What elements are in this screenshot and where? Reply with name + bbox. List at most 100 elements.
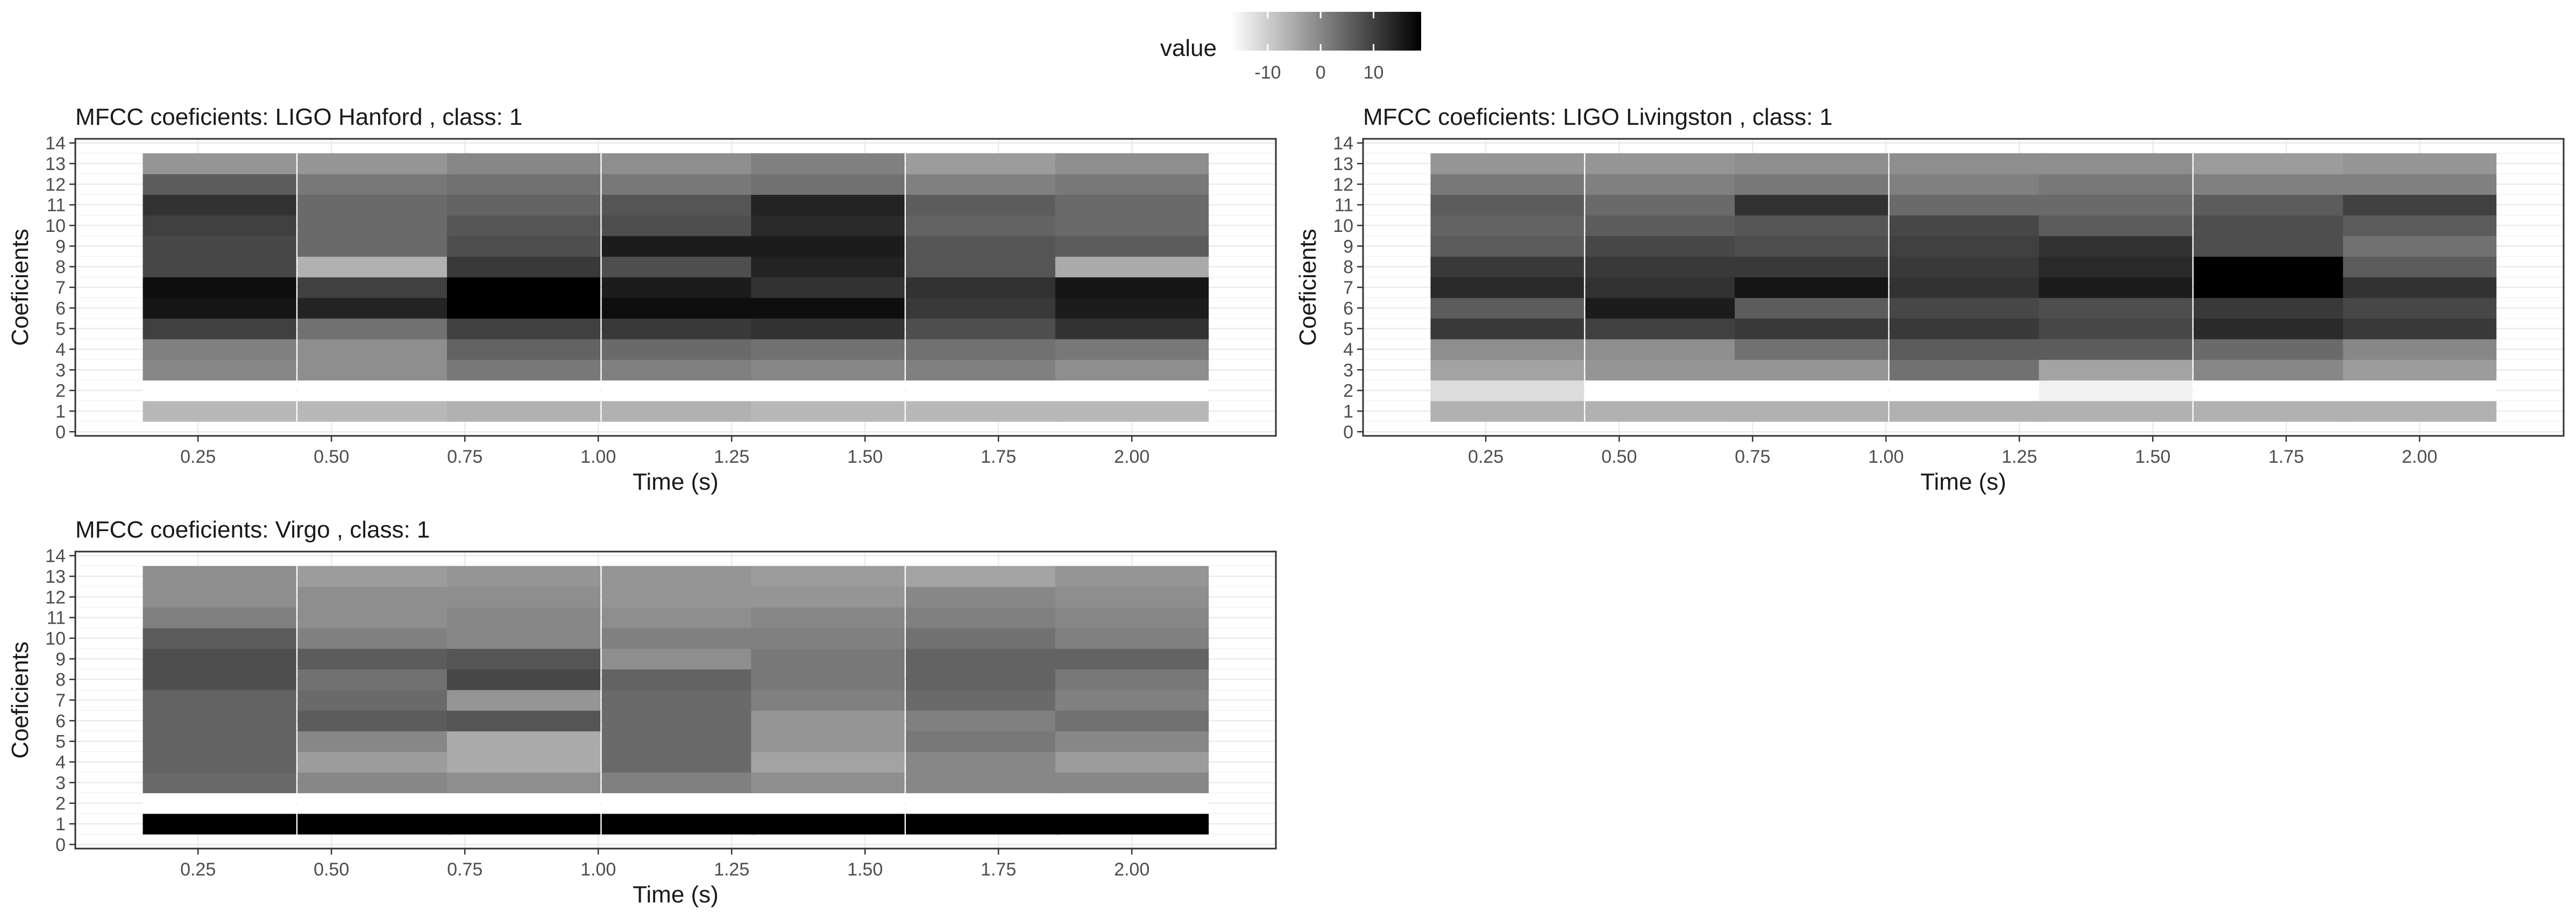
heatmap-cell [1889,400,2043,422]
heatmap-cell [446,174,601,195]
y-tick-label: 1 [55,401,66,422]
heatmap-cell [446,710,601,732]
heatmap-cell [601,256,755,278]
heatmap-cell [601,194,755,216]
heatmap-cell [1055,648,1209,670]
heatmap-cell [143,359,296,381]
x-tick-label: 0.75 [1735,447,1770,467]
heatmap-cell [1889,194,2043,216]
heatmap-cell [143,174,296,195]
y-tick-label: 0 [1343,422,1353,442]
heatmap-cell [601,380,755,401]
heatmap-cell [751,669,905,690]
legend-colorbar [1231,12,1421,51]
heatmap-cell [297,710,451,732]
heatmap-cell [1889,153,2043,174]
heatmap-cell [143,731,296,752]
y-tick-label: 2 [55,794,66,814]
heatmap-cell [906,338,1060,360]
heatmap-cell [143,338,296,360]
heatmap-cell [1889,380,2043,401]
heatmap-cell [751,400,905,422]
y-tick-label: 6 [55,711,66,731]
x-tick-label: 0.75 [447,447,482,467]
heatmap-cell [446,236,601,257]
heatmap-cell [143,298,296,319]
heatmap-cell [1055,607,1209,629]
y-tick-label: 4 [55,752,66,773]
heatmap-cell [1734,277,1889,298]
heatmap-cell [2194,318,2347,340]
heatmap-cell [2039,359,2192,381]
y-tick-label: 10 [45,629,66,649]
y-tick-label: 10 [45,216,66,236]
heatmap-cell [751,236,905,257]
heatmap-cell [906,380,1060,401]
y-tick-label: 12 [45,174,66,195]
heatmap-cell [2039,298,2192,319]
heatmap-cell [1734,153,1889,174]
heatmap-cell [143,277,296,298]
heatmap-cell [601,359,755,381]
heatmap-cell [906,318,1060,340]
heatmap-cell [1430,400,1584,422]
heatmap-cell [1889,318,2043,340]
heatmap-cell [601,793,755,814]
heatmap-cell [2343,400,2497,422]
x-tick-label: 2.00 [2402,447,2437,467]
heatmap-cell [2343,380,2497,401]
heatmap-cell [1055,338,1209,360]
heatmap-cell [1055,731,1209,752]
y-tick-label: 4 [1343,340,1353,360]
heatmap-cell [1585,380,1739,401]
x-tick-label: 0.25 [1468,447,1503,467]
heatmap-cell [1734,338,1889,360]
heatmap-cell [1585,318,1739,340]
heatmap-cell [751,318,905,340]
heatmap-cell [906,587,1060,608]
heatmap-cell [1055,813,1209,835]
y-tick-label: 3 [55,773,66,793]
heatmap-cell [1430,338,1584,360]
heatmap-cell [751,194,905,216]
heatmap-cell [2343,298,2497,319]
heatmap-cell [751,689,905,711]
y-tick-label: 4 [55,340,66,360]
heatmap-cell [1734,215,1889,236]
y-tick-label: 9 [55,236,66,257]
heatmap-cell [906,400,1060,422]
x-tick-label: 1.75 [981,447,1016,467]
heatmap-cell [446,153,601,174]
heatmap-cell [2343,338,2497,360]
heatmap-cell [751,153,905,174]
heatmap-cell [601,277,755,298]
heatmap-cell [143,400,296,422]
heatmap-cell [2039,277,2192,298]
y-tick-label: 5 [1343,319,1353,340]
heatmap-cell [1430,318,1584,340]
legend: value -10 0 10 [1160,12,1421,83]
y-tick-label: 7 [55,690,66,711]
heatmap-cell [1734,400,1889,422]
legend-ticks: -10 0 10 [1254,12,1383,83]
heatmap-cell [1430,174,1584,195]
heatmap-cell [446,607,601,629]
heatmap-cell [1055,669,1209,690]
heatmap-cell [297,669,451,690]
heatmap-cell [1734,256,1889,278]
heatmap-cell [297,793,451,814]
y-tick-label: 7 [55,278,66,298]
heatmap-cell [1430,215,1584,236]
heatmap-cell [601,215,755,236]
heatmap-cell [1430,298,1584,319]
heatmap-cell [446,338,601,360]
heatmap-cell [751,587,905,608]
heatmap-cell [2194,194,2347,216]
heatmap-cell [2343,236,2497,257]
heatmap-cell [751,607,905,629]
heatmap-cell [2039,194,2192,216]
heatmap-cell [601,338,755,360]
heatmap-cell [2194,298,2347,319]
heatmap-cell [297,256,451,278]
